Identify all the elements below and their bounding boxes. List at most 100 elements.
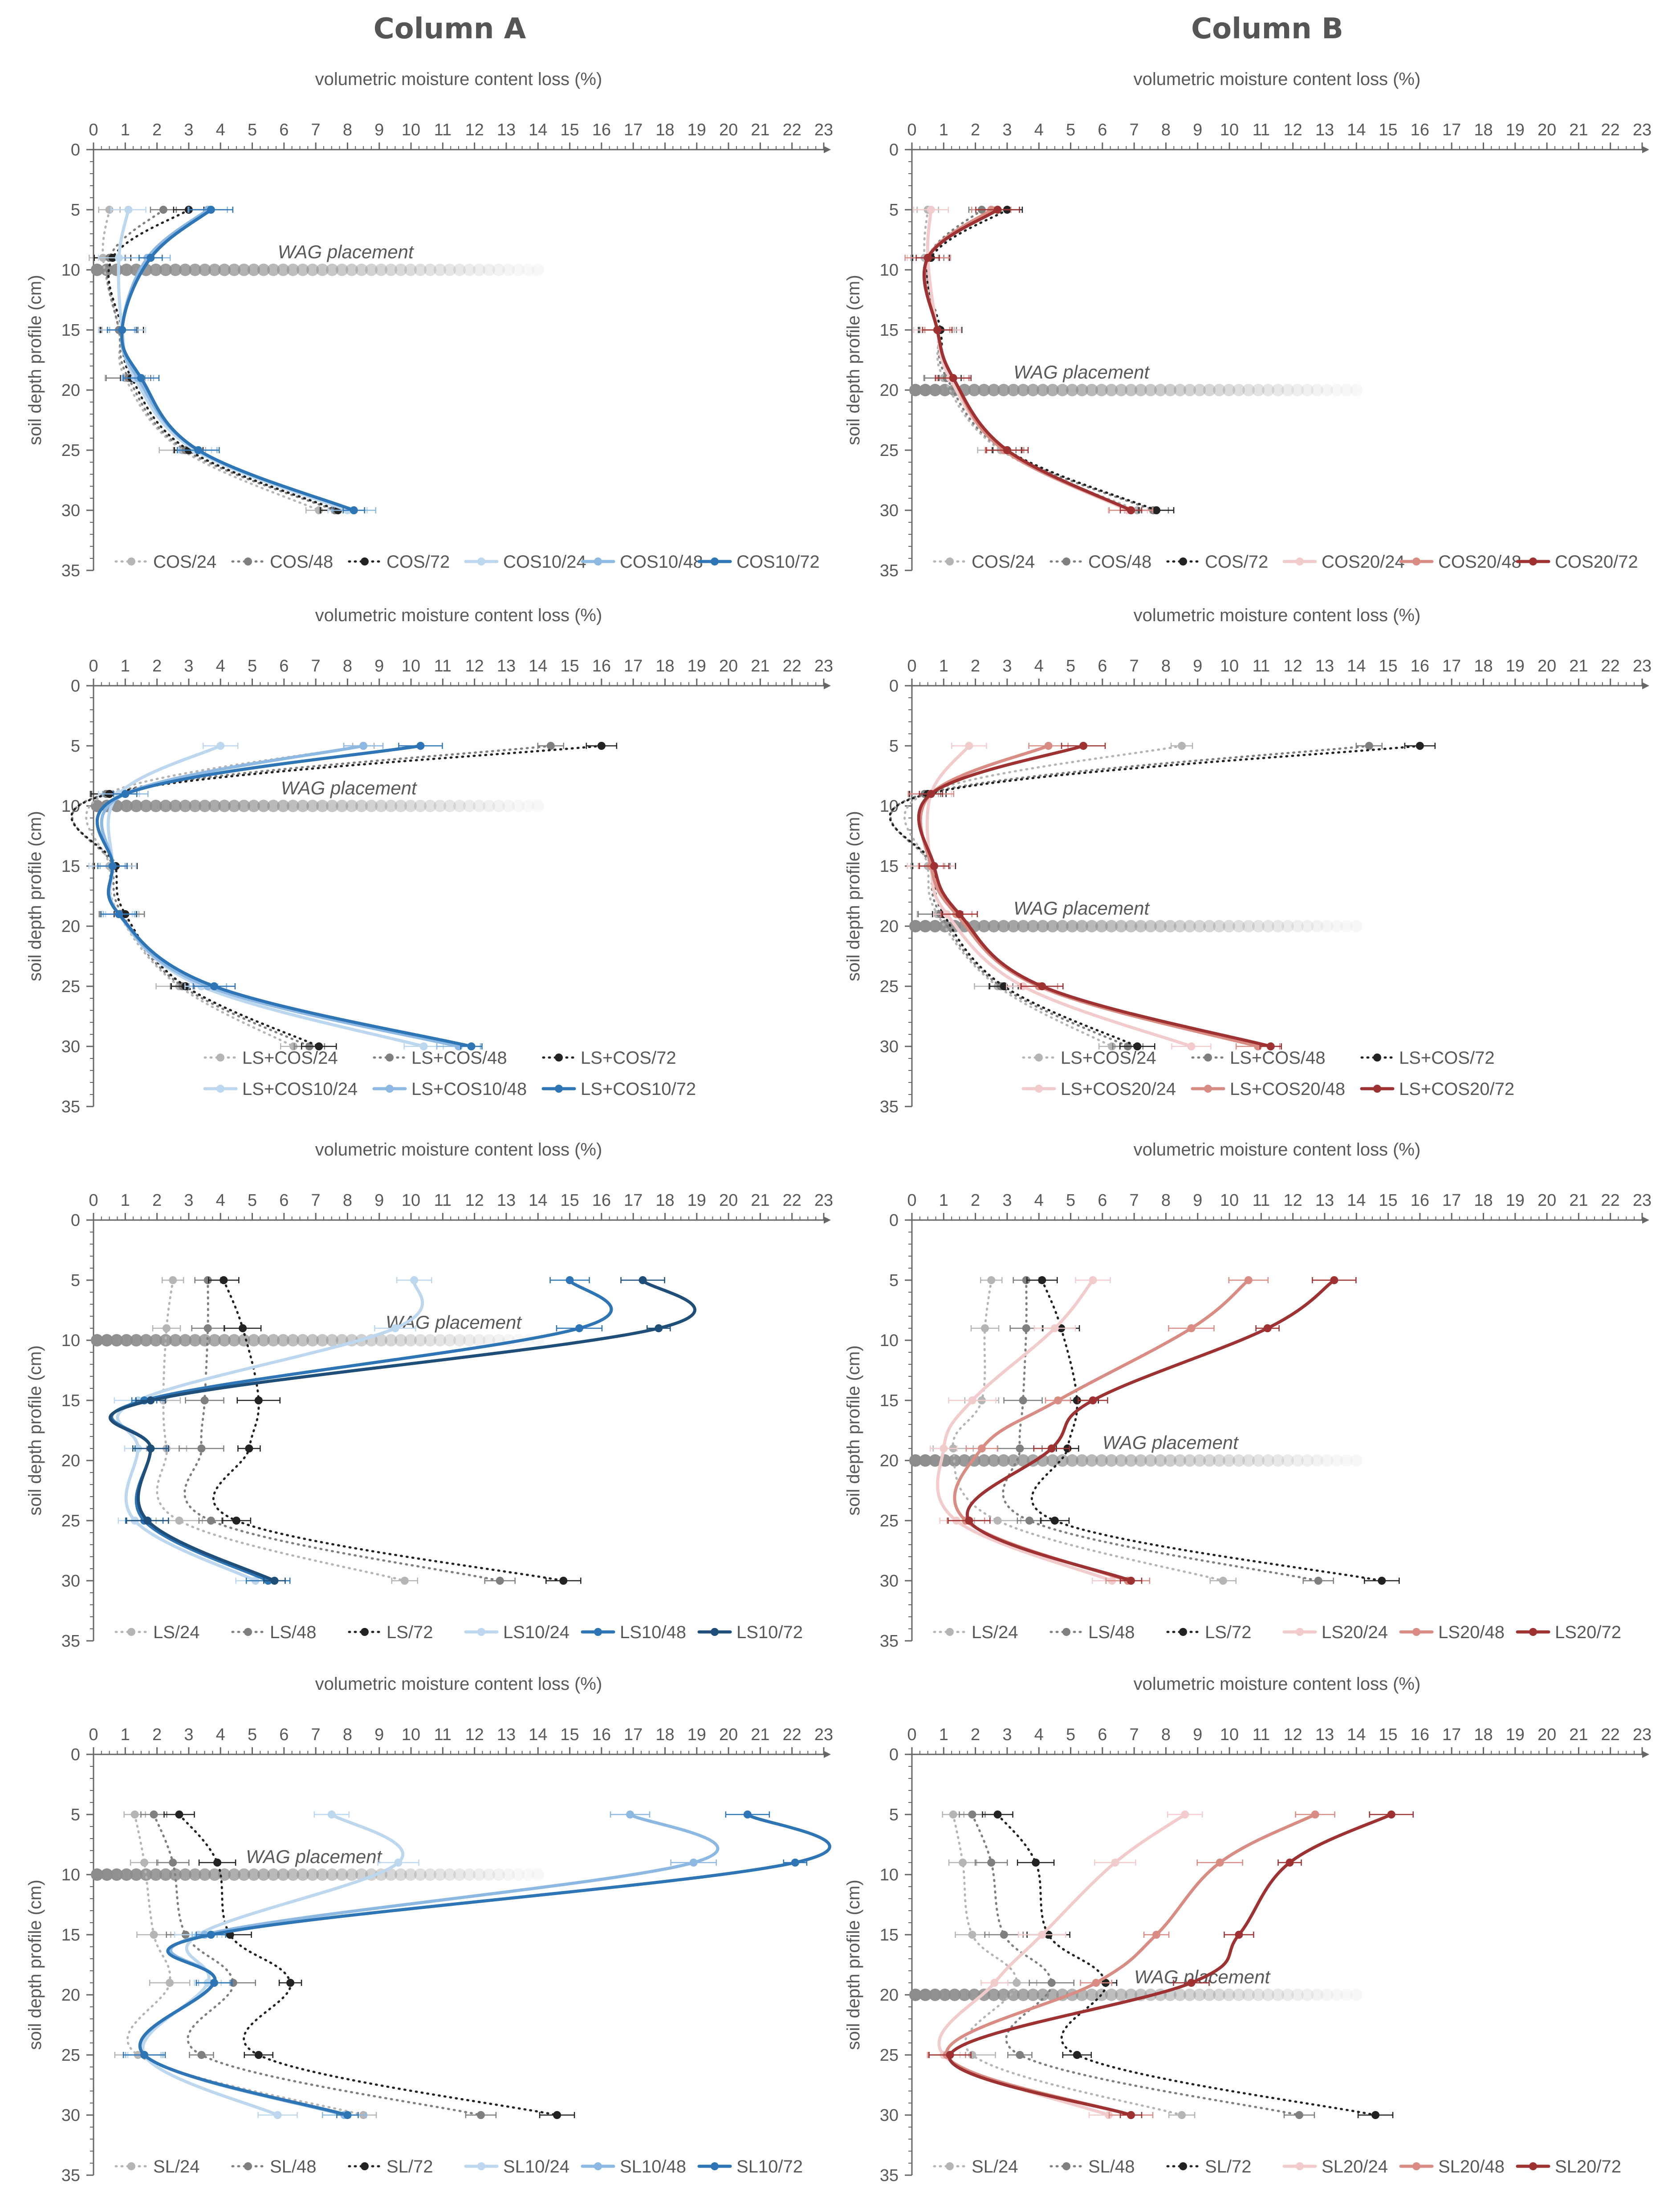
legend-item-LS+COS20/72[interactable]: LS+COS20/72 xyxy=(1360,1079,1514,1099)
legend-item-COS/72[interactable]: COS/72 xyxy=(348,552,450,572)
legend-item-LS20/48[interactable]: LS20/48 xyxy=(1399,1623,1505,1642)
legend-item-COS20/72[interactable]: COS20/72 xyxy=(1516,552,1638,572)
wag-dot xyxy=(238,1868,250,1881)
legend-item-SL/72[interactable]: SL/72 xyxy=(348,2157,433,2177)
data-point xyxy=(993,206,1002,214)
legend-item-COS/48[interactable]: COS/48 xyxy=(231,552,333,572)
legend-item-LS10/24[interactable]: LS10/24 xyxy=(464,1623,569,1642)
legend-item-COS/24[interactable]: COS/24 xyxy=(933,552,1035,572)
data-point xyxy=(1038,982,1046,990)
x-tick-label: 7 xyxy=(311,1725,321,1744)
wag-dot xyxy=(375,1334,387,1347)
legend-marker xyxy=(594,2162,602,2170)
legend-item-LS20/24[interactable]: LS20/24 xyxy=(1282,1623,1388,1642)
legend-item-COS10/72[interactable]: COS10/72 xyxy=(697,552,820,572)
x-tick-label: 22 xyxy=(783,1725,801,1744)
legend-item-SL/48[interactable]: SL/48 xyxy=(1049,2157,1135,2177)
legend-item-SL10/24[interactable]: SL10/24 xyxy=(464,2157,569,2177)
series-line xyxy=(138,1813,831,2117)
wag-dot xyxy=(287,1334,299,1347)
legend-item-LS+COS/48[interactable]: LS+COS/48 xyxy=(1191,1048,1326,1068)
y-tick-label: 10 xyxy=(880,261,899,280)
legend-item-SL/48[interactable]: SL/48 xyxy=(231,2157,317,2177)
wag-dot xyxy=(958,1989,971,2001)
x-tick-label: 1 xyxy=(121,1191,130,1210)
data-point xyxy=(1152,1931,1161,1939)
legend-item-LS10/72[interactable]: LS10/72 xyxy=(697,1623,803,1642)
legend-item-LS/72[interactable]: LS/72 xyxy=(348,1623,433,1642)
x-tick-label: 10 xyxy=(1220,657,1239,675)
legend-item-SL20/48[interactable]: SL20/48 xyxy=(1399,2157,1505,2177)
wag-dot xyxy=(306,1334,319,1347)
x-tick-label: 1 xyxy=(939,657,948,675)
data-point xyxy=(565,1276,574,1284)
legend-item-SL/24[interactable]: SL/24 xyxy=(933,2157,1018,2177)
data-point xyxy=(121,790,130,798)
wag-dot xyxy=(297,800,309,812)
legend-item-LS+COS/24[interactable]: LS+COS/24 xyxy=(1022,1048,1156,1068)
legend-item-LS/72[interactable]: LS/72 xyxy=(1166,1623,1252,1642)
legend-item-LS+COS/48[interactable]: LS+COS/48 xyxy=(373,1048,507,1068)
legend-item-LS20/72[interactable]: LS20/72 xyxy=(1516,1623,1621,1642)
legend-marker xyxy=(1529,1628,1537,1636)
legend-marker xyxy=(946,557,954,565)
data-point xyxy=(143,1517,152,1525)
wag-dot xyxy=(1125,920,1137,932)
wag-dot xyxy=(169,800,182,812)
legend-item-SL/72[interactable]: SL/72 xyxy=(1166,2157,1252,2177)
legend-marker xyxy=(1035,1054,1043,1062)
legend-item-COS10/48[interactable]: COS10/48 xyxy=(581,552,703,572)
legend-item-COS20/48[interactable]: COS20/48 xyxy=(1399,552,1521,572)
wag-dot xyxy=(522,1868,534,1881)
wag-dot xyxy=(434,1868,446,1881)
legend-label: COS/72 xyxy=(386,552,450,572)
x-tick-label: 8 xyxy=(343,121,352,139)
x-tick-label: 22 xyxy=(1601,1191,1620,1210)
wag-dot xyxy=(248,264,260,276)
legend-marker xyxy=(1373,1085,1381,1093)
legend-item-LS/24[interactable]: LS/24 xyxy=(933,1623,1018,1642)
legend-item-LS/48[interactable]: LS/48 xyxy=(231,1623,317,1642)
x-tick-label: 20 xyxy=(719,1191,738,1210)
legend-item-LS/24[interactable]: LS/24 xyxy=(114,1623,200,1642)
legend-item-COS/48[interactable]: COS/48 xyxy=(1049,552,1151,572)
legend-item-COS/72[interactable]: COS/72 xyxy=(1166,552,1268,572)
data-point xyxy=(1050,1517,1059,1525)
x-tick-label: 9 xyxy=(1193,1191,1202,1210)
legend-item-LS/48[interactable]: LS/48 xyxy=(1049,1623,1135,1642)
legend-item-LS10/48[interactable]: LS10/48 xyxy=(581,1623,686,1642)
legend-item-COS20/24[interactable]: COS20/24 xyxy=(1282,552,1405,572)
wag-dot xyxy=(1017,1989,1029,2001)
legend-item-LS+COS/24[interactable]: LS+COS/24 xyxy=(203,1048,338,1068)
x-tick-label: 6 xyxy=(1098,1725,1107,1744)
x-tick-label: 12 xyxy=(1284,121,1302,139)
legend-marker xyxy=(1296,1628,1304,1636)
legend-item-LS+COS10/48[interactable]: LS+COS10/48 xyxy=(372,1079,527,1099)
data-point xyxy=(940,1444,948,1452)
x-tick-label: 7 xyxy=(311,121,321,139)
data-point xyxy=(210,982,218,990)
x-axis-label: volumetric moisture content loss (%) xyxy=(315,69,602,89)
legend-item-LS+COS10/72[interactable]: LS+COS10/72 xyxy=(541,1079,696,1099)
legend-item-LS+COS20/24[interactable]: LS+COS20/24 xyxy=(1021,1079,1176,1099)
x-tick-label: 15 xyxy=(560,1725,579,1744)
legend-item-SL20/72[interactable]: SL20/72 xyxy=(1516,2157,1621,2177)
legend-item-COS10/24[interactable]: COS10/24 xyxy=(464,552,586,572)
wag-dot xyxy=(159,264,172,276)
legend-item-LS+COS20/48[interactable]: LS+COS20/48 xyxy=(1191,1079,1345,1099)
legend-item-SL10/48[interactable]: SL10/48 xyxy=(581,2157,686,2177)
legend-item-SL10/72[interactable]: SL10/72 xyxy=(697,2157,803,2177)
wag-dot xyxy=(522,800,534,812)
wag-dot xyxy=(443,800,456,812)
y-tick-label: 25 xyxy=(880,977,899,996)
legend-item-SL/24[interactable]: SL/24 xyxy=(114,2157,200,2177)
legend-item-SL20/24[interactable]: SL20/24 xyxy=(1282,2157,1388,2177)
legend-item-LS+COS10/24[interactable]: LS+COS10/24 xyxy=(203,1079,358,1099)
legend-marker xyxy=(1204,1085,1212,1093)
data-point xyxy=(115,254,123,262)
legend-item-LS+COS/72[interactable]: LS+COS/72 xyxy=(1360,1048,1495,1068)
legend-item-LS+COS/72[interactable]: LS+COS/72 xyxy=(542,1048,676,1068)
legend-item-COS/24[interactable]: COS/24 xyxy=(114,552,216,572)
x-tick-label: 11 xyxy=(434,1191,452,1210)
x-tick-label: 16 xyxy=(592,657,611,675)
